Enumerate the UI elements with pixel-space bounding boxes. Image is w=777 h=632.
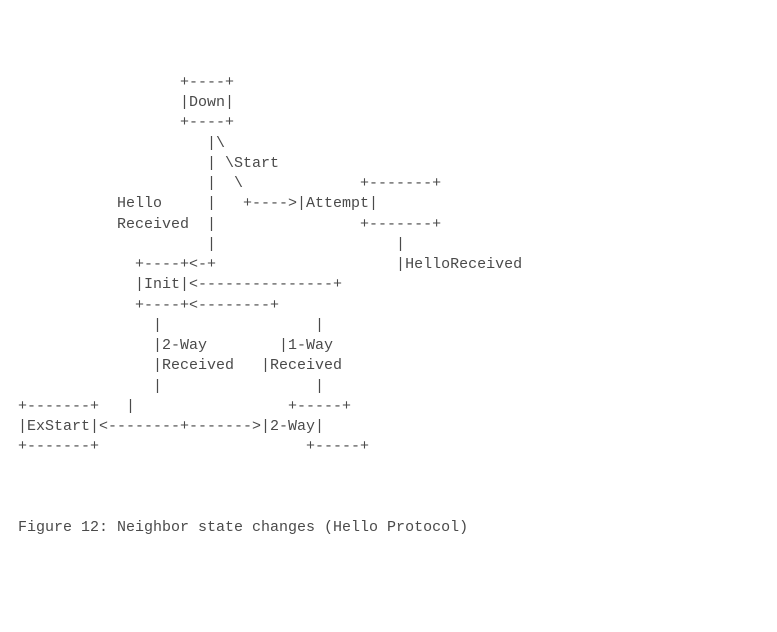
neighbor-state-diagram: +----+ |Down| +----+ |\ | \Start | \ +--… [18,73,759,458]
ascii-line: | | [18,316,759,336]
ascii-line: |ExStart|<--------+------->|2-Way| [18,417,759,437]
diagram-blank-line [18,478,759,498]
figure-caption: Figure 12: Neighbor state changes (Hello… [18,518,759,538]
ascii-line: +----+ [18,113,759,133]
ascii-line: +-------+ +-----+ [18,437,759,457]
ascii-line: | \ +-------+ [18,174,759,194]
ascii-line: |\ [18,134,759,154]
ascii-line: | \Start [18,154,759,174]
ascii-line: | | [18,377,759,397]
ascii-line: |Down| [18,93,759,113]
ascii-line: +----+<-+ |HelloReceived [18,255,759,275]
ascii-line: +----+ [18,73,759,93]
ascii-line: |Received |Received [18,356,759,376]
ascii-line: | | [18,235,759,255]
ascii-line: |2-Way |1-Way [18,336,759,356]
ascii-line: |Init|<---------------+ [18,275,759,295]
ascii-line: +----+<--------+ [18,296,759,316]
ascii-line: Hello | +---->|Attempt| [18,194,759,214]
ascii-line: +-------+ | +-----+ [18,397,759,417]
ascii-line: Received | +-------+ [18,215,759,235]
